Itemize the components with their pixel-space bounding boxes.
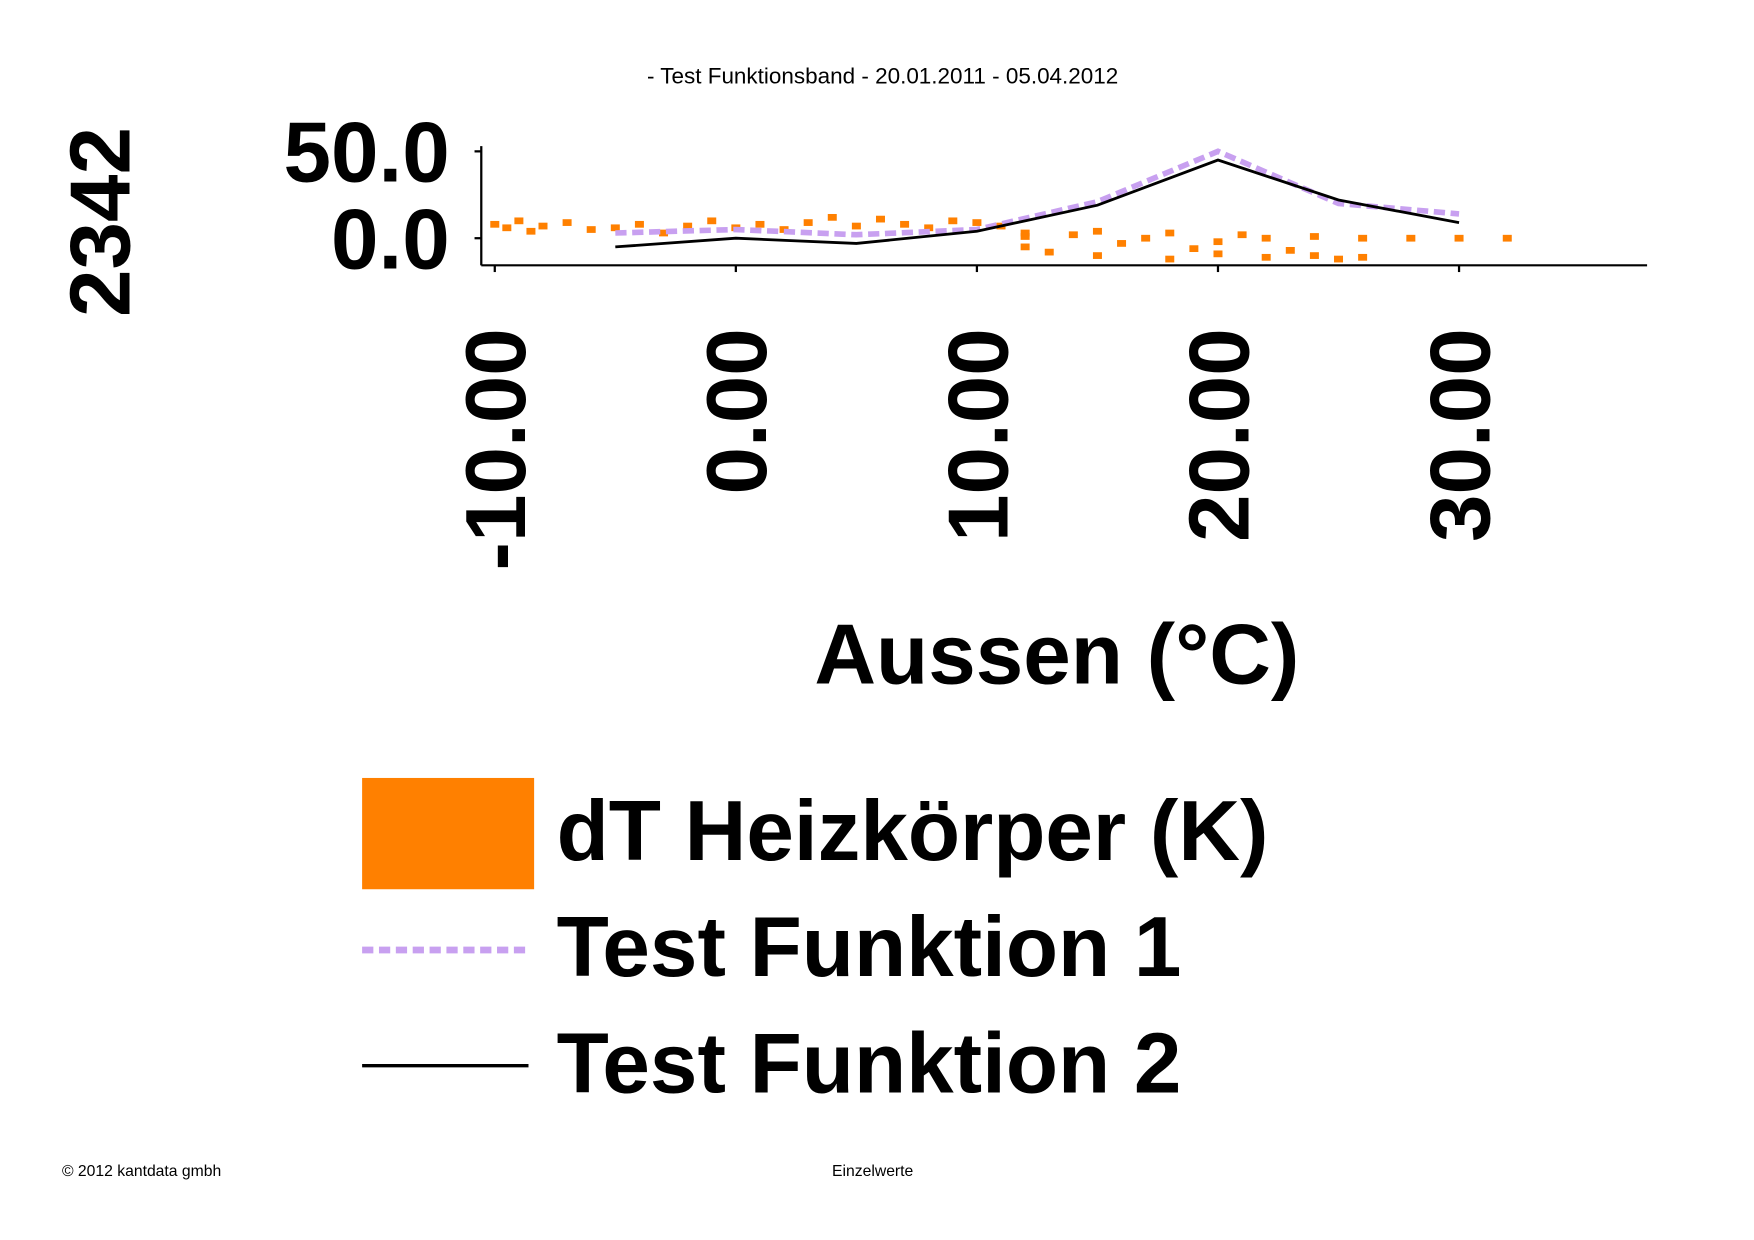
- scatter-point: [610, 224, 620, 232]
- scatter-point: [1454, 234, 1464, 242]
- scatter-point: [538, 222, 548, 230]
- x-tick-label: -10.00: [449, 328, 544, 570]
- scatter-point: [827, 213, 837, 221]
- y-tick-label: 0.0: [331, 193, 450, 288]
- x-tick-label: 20.00: [1172, 328, 1267, 542]
- scatter-point: [755, 220, 765, 228]
- y-label-group: 2342: [53, 127, 148, 317]
- scatter-point: [1358, 253, 1368, 261]
- scatter-point: [1092, 227, 1102, 235]
- scatter-point: [1117, 240, 1127, 247]
- scatter-point: [1213, 238, 1223, 246]
- scatter-point: [526, 227, 536, 235]
- legend-label: dT Heizkörper (K): [557, 784, 1269, 879]
- y-axis-label: 2342: [53, 127, 148, 317]
- scatter-point: [1358, 234, 1368, 242]
- x-tick-label: 30.00: [1413, 328, 1508, 542]
- scatter-point: [683, 222, 693, 230]
- scatter-point: [1309, 233, 1319, 240]
- scatter-point: [1020, 229, 1030, 237]
- scatter-point: [1261, 253, 1271, 261]
- legend-swatch: [362, 777, 535, 890]
- scatter-point: [1165, 229, 1175, 237]
- scatter-point: [1165, 255, 1175, 263]
- scatter-point: [502, 224, 512, 232]
- chart-title: - Test Funktionsband - 20.01.2011 - 05.0…: [647, 64, 1118, 89]
- y-tick-label: 50.0: [284, 106, 450, 201]
- scatter-point: [1213, 250, 1223, 258]
- scatter-point: [972, 219, 982, 226]
- footer-left: © 2012 kantdata gmbh: [62, 1163, 221, 1180]
- footer-center: Einzelwerte: [832, 1163, 914, 1180]
- scatter-point: [514, 217, 524, 225]
- scatter-point: [659, 229, 669, 237]
- scatter-point: [1406, 234, 1416, 242]
- x-axis-label: Aussen (°C): [814, 608, 1299, 703]
- scatter-point: [1092, 252, 1102, 259]
- line-series: [615, 148, 1460, 238]
- legend-label: Test Funktion 1: [557, 900, 1182, 995]
- x-tick-label: 10.00: [931, 328, 1026, 542]
- scatter-point: [1020, 233, 1030, 240]
- scatter-point: [1237, 231, 1247, 239]
- scatter-point: [634, 220, 644, 228]
- scatter-point: [1068, 231, 1078, 239]
- scatter-point: [924, 224, 934, 232]
- scatter-point: [562, 219, 572, 226]
- scatter-point: [1141, 234, 1151, 242]
- scatter-point: [490, 220, 500, 228]
- scatter-point: [1285, 247, 1295, 254]
- scatter-point: [900, 220, 910, 228]
- scatter-point: [948, 217, 958, 225]
- scatter-point: [851, 222, 861, 230]
- scatter-point: [1044, 248, 1054, 256]
- legend-label: Test Funktion 2: [557, 1017, 1182, 1112]
- scatter-point: [1334, 255, 1344, 263]
- scatter-point: [803, 219, 813, 226]
- scatter-point: [707, 217, 717, 225]
- line-series: [615, 158, 1460, 249]
- scatter-point: [1502, 234, 1512, 242]
- scatter-point: [1020, 243, 1030, 251]
- scatter-point: [1309, 252, 1319, 259]
- x-tick-label: 0.00: [690, 328, 785, 494]
- scatter-point: [1189, 245, 1199, 253]
- scatter-point: [875, 215, 885, 223]
- scatter-point: [1261, 234, 1271, 242]
- scatter-point: [586, 226, 596, 233]
